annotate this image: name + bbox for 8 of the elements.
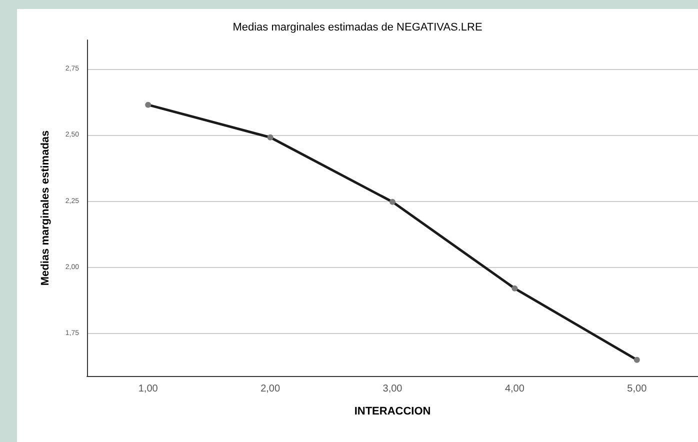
- x-tick-label: 3,00: [382, 384, 403, 394]
- y-axis-title: Medias marginales estimadas: [40, 130, 52, 286]
- x-tick-label: 5,00: [627, 384, 648, 394]
- x-tick-label: 2,00: [260, 384, 280, 394]
- chart-title: Medias marginales estimadas de NEGATIVAS.LRE: [232, 22, 482, 34]
- x-tick-label: 4,00: [504, 384, 525, 394]
- x-axis-title: INTERACCION: [354, 406, 431, 418]
- x-tick-label: 1,00: [138, 384, 158, 394]
